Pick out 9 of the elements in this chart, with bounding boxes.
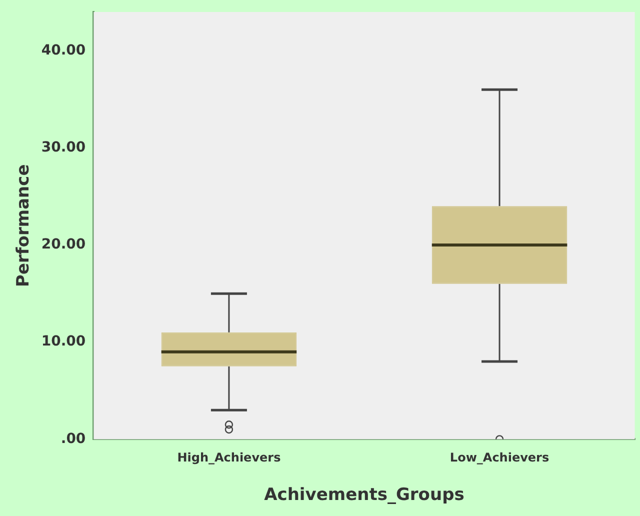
x-tick-label: Low_Achievers	[450, 450, 550, 465]
y-tick-label: 10.00	[41, 334, 86, 350]
y-tick-label: 40.00	[41, 42, 86, 58]
y-tick-label: 20.00	[41, 236, 86, 253]
x-tick-label: High_Achievers	[177, 450, 281, 465]
y-tick-label: .00	[60, 430, 86, 447]
y-tick-label: 30.00	[41, 140, 86, 156]
x-axis-title: Achivements_Groups	[264, 485, 464, 506]
y-axis-title: Performance	[14, 164, 34, 287]
